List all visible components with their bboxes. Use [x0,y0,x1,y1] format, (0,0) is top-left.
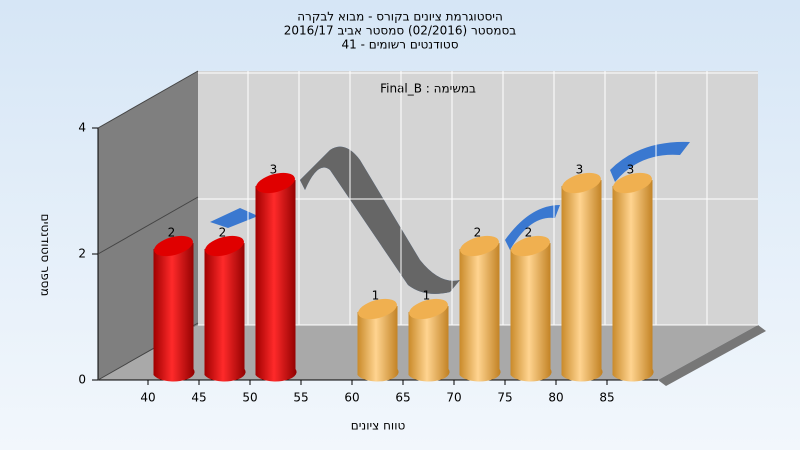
data-label: 3 [627,163,635,177]
x-tick-label: 60 [344,391,359,405]
x-tick-label: 80 [548,391,563,405]
x-tick-label: 50 [242,391,257,405]
bar-top [613,172,652,194]
x-axis-label: טווח ציונים [351,419,406,433]
grid-line [97,196,199,255]
data-label: 2 [525,226,533,240]
bar [459,243,501,382]
y-tick-label: 4 [78,121,86,135]
bar [612,180,654,382]
data-label: 1 [372,289,380,303]
bar-top [205,235,244,257]
fit-ribbon-shade [300,146,460,294]
x-tick-label: 65 [395,391,410,405]
data-label: 1 [423,289,431,303]
y-tick-label: 0 [78,373,86,387]
data-label: 3 [576,163,584,177]
data-label: 2 [474,226,482,240]
x-tick-label: 85 [599,391,614,405]
x-tick-label: 40 [140,391,155,405]
bar-top [154,235,193,257]
fit-ribbon [210,141,690,294]
bar [204,243,246,382]
titles: היסטוגרמת ציונים בקורס - מבוא לבקרה בסמס… [39,10,517,433]
data-label: 2 [219,226,227,240]
bar [510,243,552,382]
bar-top [460,235,499,257]
y-tick-label: 2 [78,247,86,261]
title-line: היסטוגרמת ציונים בקורס - מבוא לבקרה [297,10,503,24]
floor-edge [658,325,766,386]
x-tick-label: 75 [497,391,512,405]
title-line: סטודנטים רשומים - 41 [341,38,458,52]
bar [153,243,195,382]
bar-top [511,235,550,257]
bar-top [562,172,601,194]
data-label: 2 [168,226,176,240]
annotation: במשימה : Final_B [380,82,476,96]
bar [255,180,297,382]
bar-top [256,172,295,194]
grid-line [97,70,199,129]
x-tick-label: 45 [191,391,206,405]
x-tick-label: 70 [446,391,461,405]
bar-top [409,298,448,320]
y-axis-label: מספר סטודנטים [39,214,53,297]
x-tick-label: 55 [293,391,308,405]
data-label: 3 [270,163,278,177]
bar-top [358,298,397,320]
bar [408,306,450,382]
bar [357,306,399,382]
bar [561,180,603,382]
title-line: בסמסטר (02/2016) סמסטר אביב 2016/17 [284,24,516,38]
